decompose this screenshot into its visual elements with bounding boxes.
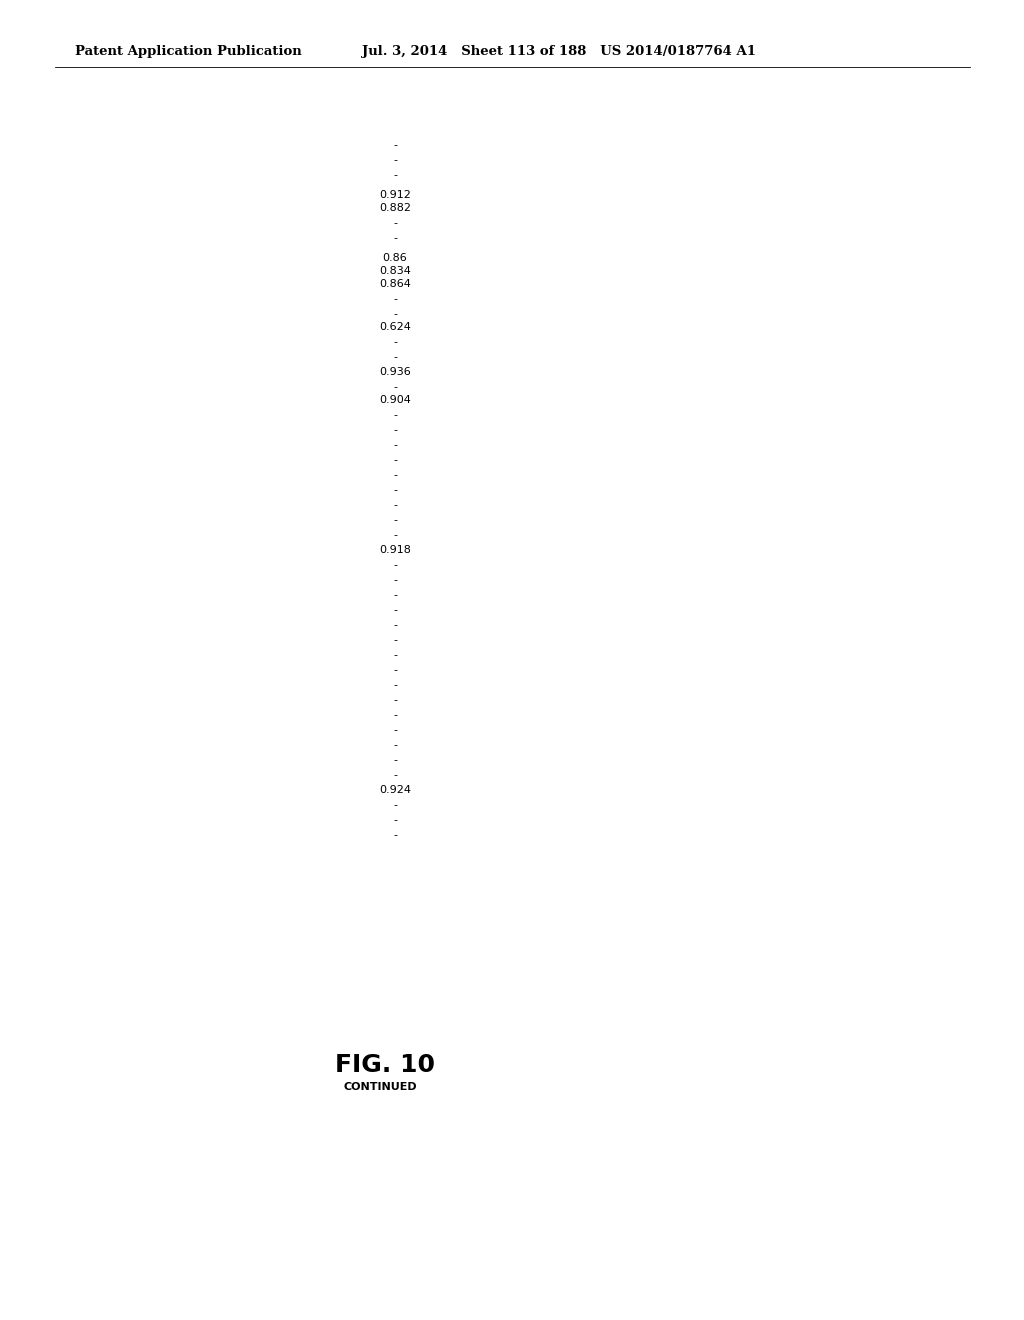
Text: -: - (393, 500, 397, 510)
Text: FIG. 10: FIG. 10 (335, 1053, 435, 1077)
Text: -: - (393, 665, 397, 675)
Text: -: - (393, 440, 397, 450)
Text: -: - (393, 635, 397, 645)
Text: -: - (393, 590, 397, 601)
Text: -: - (393, 234, 397, 243)
Text: 0.882: 0.882 (379, 203, 411, 213)
Text: -: - (393, 560, 397, 570)
Text: -: - (393, 455, 397, 465)
Text: -: - (393, 381, 397, 392)
Text: -: - (393, 309, 397, 319)
Text: 0.918: 0.918 (379, 545, 411, 554)
Text: 0.834: 0.834 (379, 267, 411, 276)
Text: -: - (393, 830, 397, 840)
Text: -: - (393, 411, 397, 420)
Text: 0.936: 0.936 (379, 367, 411, 378)
Text: -: - (393, 800, 397, 810)
Text: -: - (393, 725, 397, 735)
Text: -: - (393, 484, 397, 495)
Text: CONTINUED: CONTINUED (343, 1082, 417, 1092)
Text: 0.904: 0.904 (379, 395, 411, 405)
Text: -: - (393, 218, 397, 228)
Text: 0.864: 0.864 (379, 279, 411, 289)
Text: 0.86: 0.86 (383, 253, 408, 263)
Text: -: - (393, 337, 397, 347)
Text: -: - (393, 710, 397, 719)
Text: -: - (393, 294, 397, 304)
Text: -: - (393, 649, 397, 660)
Text: -: - (393, 680, 397, 690)
Text: -: - (393, 576, 397, 585)
Text: Jul. 3, 2014   Sheet 113 of 188   US 2014/0187764 A1: Jul. 3, 2014 Sheet 113 of 188 US 2014/01… (362, 45, 756, 58)
Text: -: - (393, 154, 397, 165)
Text: -: - (393, 170, 397, 180)
Text: -: - (393, 814, 397, 825)
Text: -: - (393, 470, 397, 480)
Text: -: - (393, 696, 397, 705)
Text: -: - (393, 531, 397, 540)
Text: 0.624: 0.624 (379, 322, 411, 333)
Text: -: - (393, 741, 397, 750)
Text: 0.912: 0.912 (379, 190, 411, 201)
Text: 0.924: 0.924 (379, 785, 411, 795)
Text: -: - (393, 140, 397, 150)
Text: Patent Application Publication: Patent Application Publication (75, 45, 302, 58)
Text: -: - (393, 755, 397, 766)
Text: -: - (393, 770, 397, 780)
Text: -: - (393, 605, 397, 615)
Text: -: - (393, 620, 397, 630)
Text: -: - (393, 515, 397, 525)
Text: -: - (393, 425, 397, 436)
Text: -: - (393, 352, 397, 362)
